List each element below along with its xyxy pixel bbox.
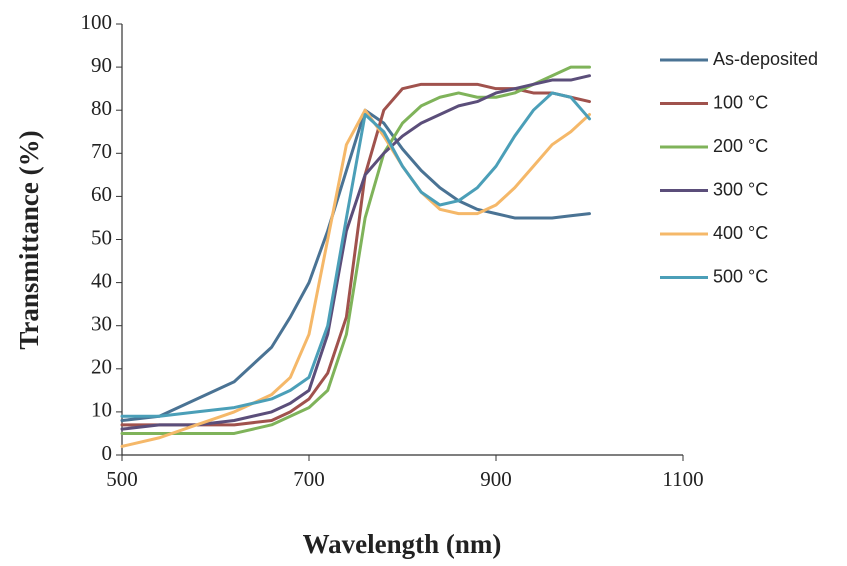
x-axis-title: Wavelength (nm) <box>303 529 502 559</box>
x-tick-label: 500 <box>106 467 138 491</box>
x-tick-label: 900 <box>480 467 512 491</box>
y-tick-label: 100 <box>81 10 113 34</box>
legend-label: 200 °C <box>713 136 768 156</box>
legend-label: 100 °C <box>713 92 768 112</box>
y-tick-label: 30 <box>91 312 112 336</box>
x-tick-label: 700 <box>293 467 325 491</box>
y-tick-label: 10 <box>91 398 112 422</box>
legend-label: 400 °C <box>713 223 768 243</box>
series-line <box>122 110 590 420</box>
legend-label: As-deposited <box>713 49 818 69</box>
y-tick-label: 0 <box>102 441 113 465</box>
x-tick-label: 1100 <box>662 467 703 491</box>
legend-label: 300 °C <box>713 179 768 199</box>
y-tick-label: 20 <box>91 355 112 379</box>
y-tick-label: 50 <box>91 225 112 249</box>
y-tick-label: 70 <box>91 139 112 163</box>
y-tick-label: 40 <box>91 268 112 292</box>
y-tick-label: 80 <box>91 96 112 120</box>
y-tick-label: 90 <box>91 53 112 77</box>
chart: Wavelength (nm) Transmittance (%) 0 10 20 3… <box>0 0 847 566</box>
y-tick-label: 60 <box>91 182 112 206</box>
legend-label: 500 °C <box>713 266 768 286</box>
y-axis-title: Transmittance (%) <box>14 130 44 349</box>
